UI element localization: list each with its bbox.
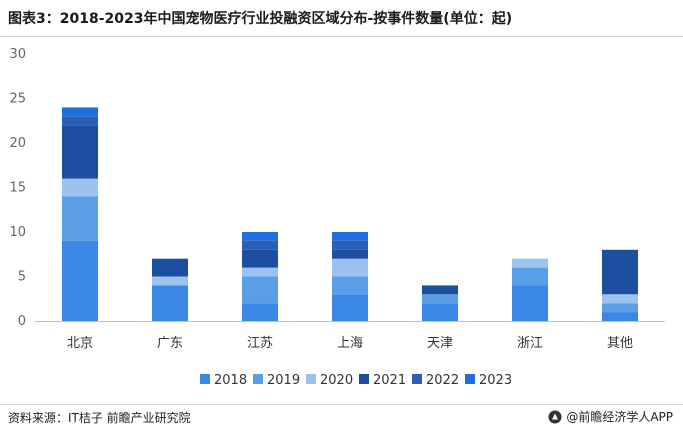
source-note: 资料来源：IT桔子 前瞻产业研究院 <box>8 411 191 425</box>
bar-segment-广东-2021 <box>152 258 188 277</box>
brand-text: @前瞻经济学人APP <box>566 410 673 424</box>
legend-label-2023: 2023 <box>479 373 512 388</box>
x-tick-label: 浙江 <box>517 336 543 351</box>
bar-segment-浙江-2020 <box>512 258 548 268</box>
bar-segment-江苏-2022 <box>242 240 278 250</box>
legend-label-2020: 2020 <box>320 373 353 388</box>
x-tick-label: 天津 <box>427 336 453 351</box>
bar-segment-江苏-2021 <box>242 249 278 268</box>
legend-swatch-2019 <box>253 374 263 384</box>
bar-segment-其他-2018 <box>602 312 638 321</box>
footer-divider <box>0 404 683 405</box>
legend-swatch-2022 <box>412 374 422 384</box>
y-tick-label: 15 <box>9 181 26 196</box>
bar-segment-北京-2021 <box>62 125 98 179</box>
bar-segment-上海-2018 <box>332 294 368 321</box>
bar-segment-上海-2019 <box>332 276 368 295</box>
y-tick-label: 0 <box>18 314 26 329</box>
bar-segment-北京-2022 <box>62 116 98 126</box>
qianzhan-logo-icon <box>548 410 562 423</box>
legend-label-2019: 2019 <box>267 373 300 388</box>
y-tick-label: 25 <box>9 92 26 107</box>
chart-title: 图表3：2018-2023年中国宠物医疗行业投融资区域分布-按事件数量(单位：起… <box>8 11 513 27</box>
legend-swatch-2021 <box>359 374 369 384</box>
x-tick-label: 江苏 <box>247 335 273 351</box>
legend-swatch-2023 <box>465 374 475 384</box>
bar-segment-其他-2019 <box>602 303 638 313</box>
bar-segment-北京-2019 <box>62 196 98 241</box>
y-tick-label: 30 <box>9 47 26 62</box>
bar-segment-天津-2019 <box>422 294 458 304</box>
bar-segment-其他-2021 <box>602 249 638 295</box>
legend-label-2018: 2018 <box>214 373 247 388</box>
legend-label-2022: 2022 <box>426 373 459 388</box>
bar-segment-江苏-2020 <box>242 267 278 277</box>
bar-segment-广东-2018 <box>152 285 188 321</box>
x-tick-label: 上海 <box>337 336 363 351</box>
bar-segment-其他-2020 <box>602 294 638 304</box>
bar-segment-江苏-2018 <box>242 303 278 321</box>
bar-segment-北京-2023 <box>62 107 98 117</box>
x-tick-label: 广东 <box>157 336 183 351</box>
title-divider <box>0 36 683 37</box>
brand-attribution: @前瞻经济学人APP <box>548 408 673 425</box>
bar-segment-浙江-2018 <box>512 285 548 321</box>
legend-swatch-2018 <box>200 374 210 384</box>
legend-swatch-2020 <box>306 374 316 384</box>
y-tick-label: 5 <box>18 270 26 285</box>
legend-label-2021: 2021 <box>373 373 406 388</box>
y-tick-label: 20 <box>9 136 26 151</box>
bar-segment-上海-2022 <box>332 240 368 250</box>
bar-segment-上海-2021 <box>332 249 368 259</box>
bar-segment-上海-2023 <box>332 232 368 241</box>
bar-segment-天津-2021 <box>422 285 458 295</box>
x-tick-label: 其他 <box>607 336 633 351</box>
bar-segment-广东-2020 <box>152 276 188 286</box>
x-tick-label: 北京 <box>67 336 93 351</box>
y-tick-label: 10 <box>9 225 26 240</box>
bar-segment-江苏-2019 <box>242 276 278 304</box>
bar-segment-天津-2018 <box>422 303 458 321</box>
bar-segment-江苏-2023 <box>242 232 278 241</box>
bar-segment-上海-2020 <box>332 258 368 277</box>
bar-segment-北京-2020 <box>62 178 98 197</box>
bar-segment-浙江-2019 <box>512 267 548 286</box>
bar-segment-北京-2018 <box>62 240 98 321</box>
